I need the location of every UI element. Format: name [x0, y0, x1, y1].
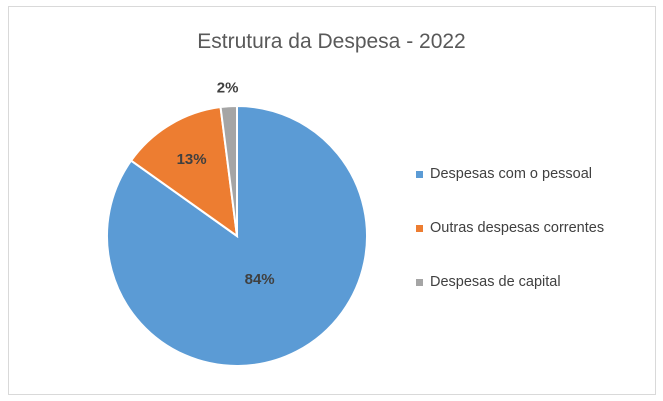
chart-title: Estrutura da Despesa - 2022 [197, 30, 466, 53]
chart-legend: Despesas com o pessoal Outras despesas c… [416, 160, 656, 322]
legend-item-capital: Despesas de capital [416, 268, 656, 296]
legend-label: Outras despesas correntes [430, 220, 605, 236]
legend-label: Despesas de capital [430, 274, 561, 290]
legend-label: Despesas com o pessoal [430, 166, 592, 182]
legend-swatch [416, 170, 423, 178]
legend-item-outras-correntes: Outras despesas correntes [416, 214, 656, 242]
legend-swatch [416, 278, 423, 286]
data-label-outras-correntes: 13% [177, 151, 207, 168]
data-label-pessoal: 84% [245, 271, 275, 288]
legend-swatch [416, 224, 423, 232]
data-label-capital: 2% [217, 79, 239, 96]
pie-data-labels: 84% 13% 2% [177, 79, 275, 288]
legend-item-pessoal: Despesas com o pessoal [416, 160, 656, 188]
pie-slice-capital [219, 104, 238, 237]
pie-slices [106, 104, 368, 367]
pie-slice-outras-correntes [129, 105, 239, 239]
